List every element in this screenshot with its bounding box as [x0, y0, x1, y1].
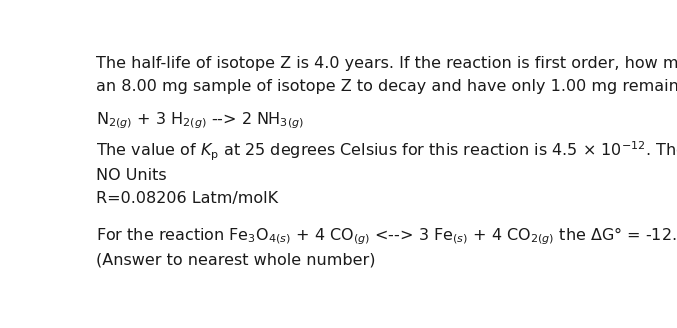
Text: For the reaction Fe$_3$O$_{4(s)}$ + 4 CO$_{(g)}$ <--> 3 Fe$_{(s)}$ + 4 CO$_{2(g): For the reaction Fe$_3$O$_{4(s)}$ + 4 CO… — [96, 225, 677, 247]
Text: The value of $\mathit{K}_\mathrm{p}$ at 25 degrees Celsius for this reaction is : The value of $\mathit{K}_\mathrm{p}$ at … — [96, 140, 677, 163]
Text: N$_{2(g)}$ + 3 H$_{2(g)}$ --> 2 NH$_{3(g)}$: N$_{2(g)}$ + 3 H$_{2(g)}$ --> 2 NH$_{3(g… — [96, 110, 304, 131]
Text: NO Units: NO Units — [96, 168, 167, 183]
Text: R=0.08206 Latm/molK: R=0.08206 Latm/molK — [96, 191, 278, 206]
Text: The half-life of isotope Z is 4.0 years. If the reaction is first order, how man: The half-life of isotope Z is 4.0 years.… — [96, 56, 677, 71]
Text: (Answer to nearest whole number): (Answer to nearest whole number) — [96, 253, 376, 268]
Text: an 8.00 mg sample of isotope Z to decay and have only 1.00 mg remaining is ____ : an 8.00 mg sample of isotope Z to decay … — [96, 78, 677, 95]
